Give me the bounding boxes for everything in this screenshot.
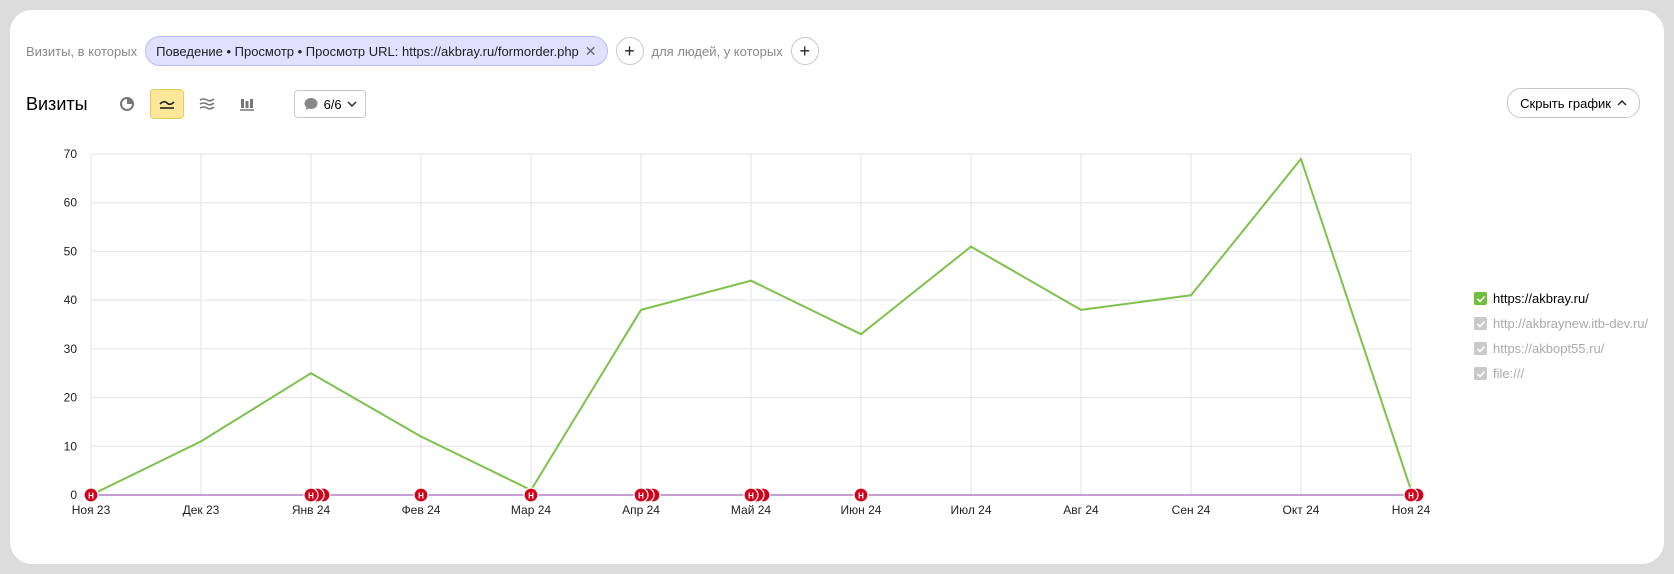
y-tick-label: 10 [64,439,78,453]
y-tick-label: 60 [64,196,78,210]
legend-item-label: http://akbraynew.itb-dev.ru/ [1493,316,1649,331]
plus-icon: + [624,41,635,61]
checkbox-icon[interactable] [1474,342,1487,355]
checkbox-icon[interactable] [1474,317,1487,330]
legend-item[interactable]: http://akbraynew.itb-dev.ru/ [1474,311,1660,336]
annotation-marker[interactable] [523,487,539,503]
annotation-marker-label: Н [418,492,424,501]
hide-chart-label: Скрыть график [1520,95,1611,111]
x-tick-label: Дек 23 [183,503,220,517]
data-point [750,279,752,282]
pie-chart-button[interactable] [110,89,144,119]
annotation-marker-label: Н [638,492,644,501]
annotations-toggle-button[interactable]: 6/6 [293,90,366,118]
legend-item-label: https://akbopt55.ru/ [1493,341,1605,356]
data-point [860,333,862,336]
checkbox-icon[interactable] [1474,367,1487,380]
y-tick-label: 50 [64,244,78,258]
annotation-marker[interactable] [853,487,869,503]
annotation-marker-label: Н [528,492,534,501]
data-point [1300,157,1302,160]
annotation-marker[interactable] [1403,487,1419,503]
chevron-up-icon [1617,100,1627,106]
x-tick-label: Июн 24 [841,503,882,517]
annotation-marker-label: Н [308,492,314,501]
data-point [420,435,422,438]
annotation-marker[interactable] [413,487,429,503]
people-condition-label: для людей, у которых [651,43,783,59]
x-tick-label: Янв 24 [292,503,331,517]
data-point [1190,294,1192,297]
y-tick-label: 70 [64,147,78,161]
pie-chart-icon [119,97,134,111]
annotation-marker-label: Н [88,492,94,501]
remove-segment-icon[interactable]: ✕ [584,42,597,59]
data-point [640,308,642,311]
data-point [970,245,972,248]
annotation-marker[interactable] [303,487,319,503]
page-title: Визиты [26,93,88,114]
add-people-condition-button[interactable]: + [790,37,819,65]
x-tick-label: Сен 24 [1172,503,1211,517]
add-visit-condition-button[interactable]: + [615,37,644,65]
annotation-marker-label: Н [748,492,754,501]
segment-chip[interactable]: Поведение • Просмотр • Просмотр URL: htt… [145,36,608,66]
legend-item[interactable]: file:/// [1474,361,1660,386]
legend-item-label: https://akbray.ru/ [1493,291,1589,306]
bar-chart-button[interactable] [230,89,264,119]
y-tick-label: 30 [64,342,78,356]
area-chart-button[interactable] [190,89,224,119]
area-chart-icon [199,98,215,110]
segment-filter-row: Визиты, в которых Поведение • Просмотр •… [26,36,819,66]
comment-icon [304,98,318,110]
y-tick-label: 40 [64,293,78,307]
x-tick-label: Апр 24 [622,503,660,517]
x-tick-label: Мар 24 [511,503,551,517]
data-point [1080,308,1082,311]
x-tick-label: Ноя 23 [72,503,111,517]
bar-chart-icon [239,99,254,111]
line-chart-button[interactable] [149,89,184,119]
annotation-marker[interactable] [633,487,649,503]
legend-item[interactable]: https://akbopt55.ru/ [1474,336,1660,361]
annotation-marker-label: Н [1408,492,1414,501]
annotation-marker[interactable] [743,487,759,503]
hide-chart-button[interactable]: Скрыть график [1507,88,1640,118]
legend-item[interactable]: https://akbray.ru/ [1474,286,1660,311]
annotation-marker-label: Н [858,492,864,501]
filter-prefix: Визиты, в которых [26,43,138,59]
y-tick-label: 0 [70,488,77,502]
x-tick-label: Май 24 [731,503,772,517]
line-chart-icon [158,100,175,109]
segment-chip-label: Поведение • Просмотр • Просмотр URL: htt… [156,43,579,59]
chart-toolbar: Визиты [26,88,366,120]
x-tick-label: Окт 24 [1283,503,1320,517]
x-tick-label: Авг 24 [1063,503,1099,517]
x-tick-label: Ноя 24 [1392,503,1431,517]
legend-item-label: file:/// [1493,366,1525,381]
data-point [310,372,312,375]
data-point [200,440,202,443]
report-card: Визиты, в которых Поведение • Просмотр •… [10,10,1664,564]
checkbox-icon[interactable] [1474,292,1487,305]
plus-icon: + [799,41,810,61]
annotation-marker[interactable] [83,487,99,503]
y-tick-label: 20 [64,391,78,405]
chart-legend: https://akbray.ru/http://akbraynew.itb-d… [1474,286,1660,386]
chevron-down-icon [347,101,357,107]
annotations-count: 6/6 [323,96,342,112]
x-tick-label: Июл 24 [950,503,991,517]
x-tick-label: Фев 24 [402,503,441,517]
